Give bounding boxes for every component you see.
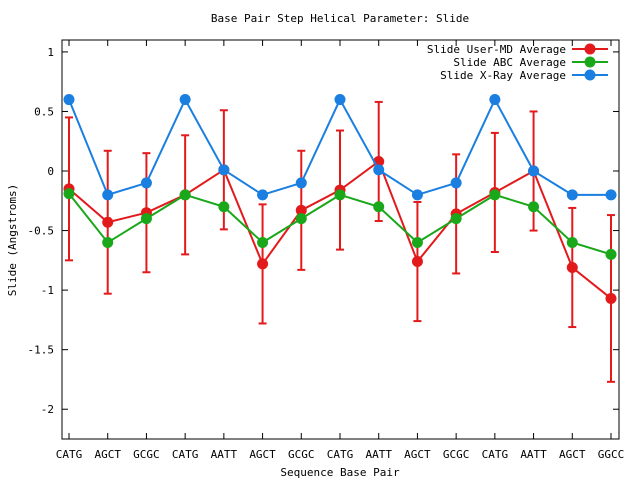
legend-marker — [584, 56, 596, 68]
y-tick-label: -2 — [41, 403, 54, 416]
x-tick-label: AATT — [211, 448, 238, 461]
legend-marker — [584, 43, 596, 55]
x-tick-label: GCGC — [443, 448, 470, 461]
data-point — [528, 165, 540, 177]
data-point — [411, 236, 423, 248]
data-point — [257, 236, 269, 248]
data-point — [102, 189, 114, 201]
data-point — [218, 201, 230, 213]
data-point — [63, 94, 75, 106]
x-tick-label: GGCC — [598, 448, 625, 461]
series-2 — [63, 188, 617, 260]
data-point — [257, 189, 269, 201]
legend-label: Slide User-MD Average — [427, 43, 566, 56]
x-tick-label: AGCT — [559, 448, 586, 461]
x-tick-label: AATT — [365, 448, 392, 461]
legend-label: Slide X-Ray Average — [440, 69, 566, 82]
data-point — [334, 189, 346, 201]
x-tick-label: AGCT — [94, 448, 121, 461]
data-point — [489, 189, 501, 201]
data-point — [566, 189, 578, 201]
data-point — [489, 94, 501, 106]
data-point — [411, 256, 423, 268]
data-point — [411, 189, 423, 201]
data-point — [334, 94, 346, 106]
x-tick-label: GCGC — [133, 448, 160, 461]
data-point — [450, 213, 462, 225]
data-point — [528, 201, 540, 213]
data-point — [295, 213, 307, 225]
data-point — [63, 188, 75, 200]
chart-title: Base Pair Step Helical Parameter: Slide — [211, 12, 469, 25]
x-tick-label: AGCT — [404, 448, 431, 461]
y-tick-label: -1.5 — [28, 344, 55, 357]
y-tick-label: -0.5 — [28, 225, 55, 238]
data-point — [295, 177, 307, 189]
data-point — [218, 164, 230, 176]
x-tick-label: CATG — [482, 448, 509, 461]
data-point — [179, 94, 191, 106]
data-point — [566, 236, 578, 248]
data-point — [257, 258, 269, 270]
data-point — [373, 201, 385, 213]
data-point — [140, 177, 152, 189]
y-tick-label: -1 — [41, 284, 54, 297]
x-tick-label: AGCT — [249, 448, 276, 461]
x-tick-label: CATG — [172, 448, 199, 461]
data-point — [605, 189, 617, 201]
legend-marker — [584, 69, 596, 81]
y-tick-label: 0.5 — [34, 105, 54, 118]
data-point — [295, 204, 307, 216]
x-axis-label: Sequence Base Pair — [280, 466, 400, 479]
x-tick-label: CATG — [56, 448, 83, 461]
data-point — [179, 189, 191, 201]
legend-label: Slide ABC Average — [453, 56, 566, 69]
x-tick-label: AATT — [520, 448, 547, 461]
x-tick-label: GCGC — [288, 448, 315, 461]
data-point — [566, 261, 578, 273]
data-point — [605, 248, 617, 260]
x-tick-label: CATG — [327, 448, 354, 461]
y-tick-label: 1 — [47, 46, 54, 59]
data-point — [102, 236, 114, 248]
data-point — [373, 164, 385, 176]
data-point — [605, 292, 617, 304]
series-1 — [63, 100, 617, 383]
data-point — [102, 216, 114, 228]
y-axis-label: Slide (Angstroms) — [6, 184, 19, 297]
data-point — [140, 213, 152, 225]
data-point — [450, 177, 462, 189]
y-tick-label: 0 — [47, 165, 54, 178]
axis-ticks: 1 0.5 0 -0.5 -1 -1.5 -2 CATG AGCT GCGC CATG AATT AGC… — [28, 40, 625, 461]
series-layer — [63, 94, 617, 383]
series-3 — [63, 94, 617, 201]
